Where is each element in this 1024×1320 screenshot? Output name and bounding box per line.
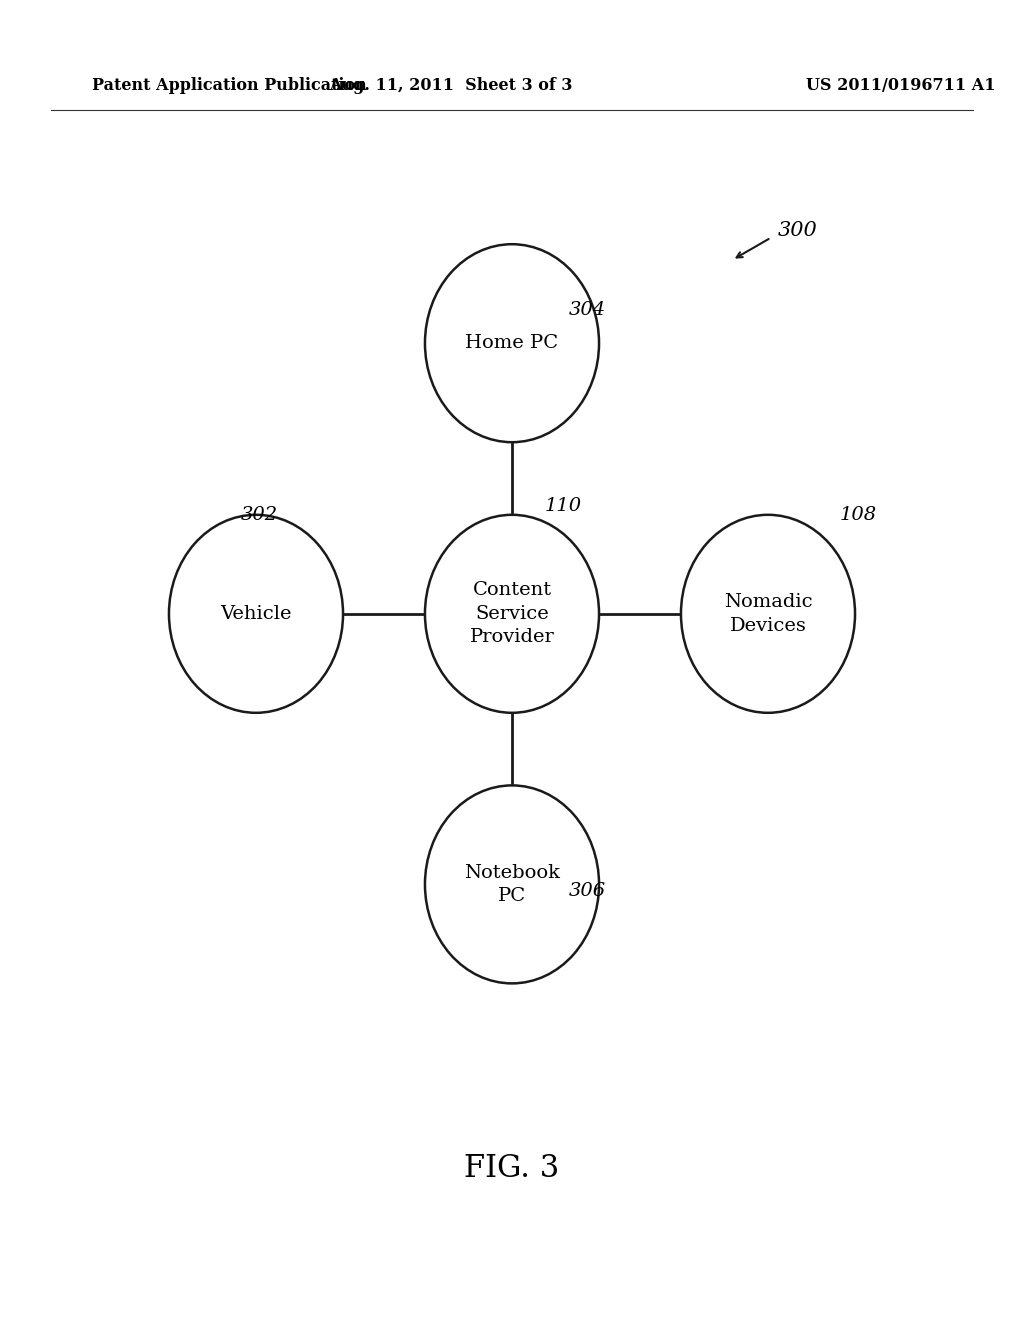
Text: Home PC: Home PC [466, 334, 558, 352]
Text: 306: 306 [568, 882, 605, 900]
Text: Content
Service
Provider: Content Service Provider [470, 581, 554, 647]
Ellipse shape [681, 515, 855, 713]
Ellipse shape [169, 515, 343, 713]
Text: 304: 304 [568, 301, 605, 319]
Text: 108: 108 [840, 506, 877, 524]
Text: Notebook
PC: Notebook PC [464, 863, 560, 906]
Text: US 2011/0196711 A1: US 2011/0196711 A1 [806, 78, 996, 94]
Ellipse shape [425, 244, 599, 442]
Text: 110: 110 [545, 496, 582, 515]
Ellipse shape [425, 785, 599, 983]
Text: Nomadic
Devices: Nomadic Devices [724, 593, 812, 635]
Text: FIG. 3: FIG. 3 [464, 1152, 560, 1184]
Text: Patent Application Publication: Patent Application Publication [92, 78, 367, 94]
Text: 300: 300 [778, 222, 818, 240]
Text: Vehicle: Vehicle [220, 605, 292, 623]
Text: Aug. 11, 2011  Sheet 3 of 3: Aug. 11, 2011 Sheet 3 of 3 [329, 78, 572, 94]
Ellipse shape [425, 515, 599, 713]
Text: 302: 302 [241, 506, 278, 524]
